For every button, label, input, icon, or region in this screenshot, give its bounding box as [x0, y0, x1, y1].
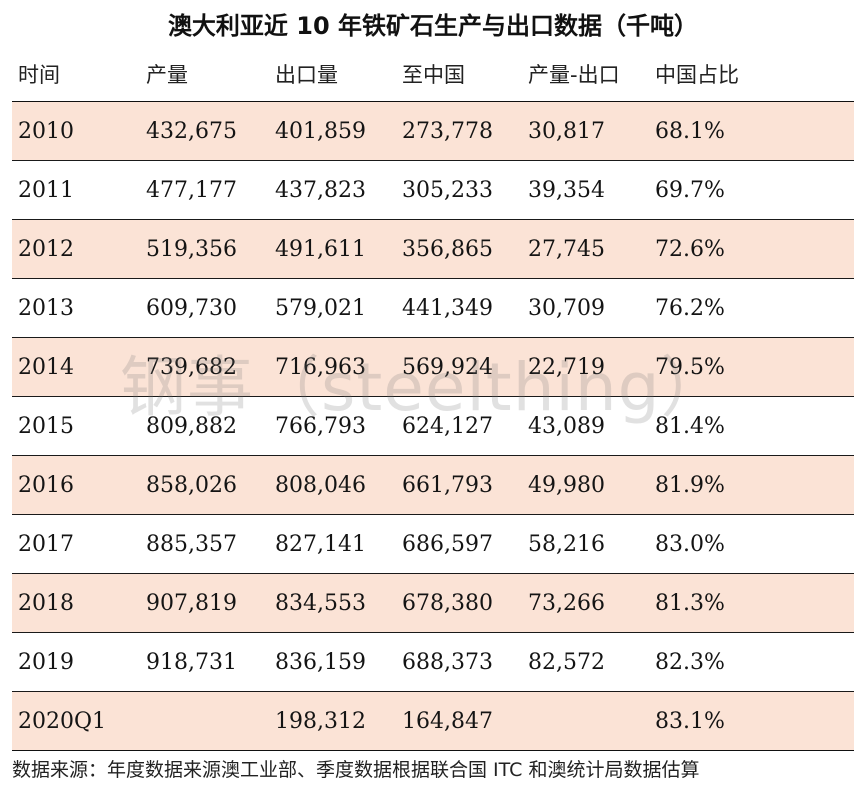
cell-export: 437,823 — [275, 177, 366, 203]
cell-production: 477,177 — [146, 177, 237, 203]
cell-production: 432,675 — [146, 118, 237, 144]
table-row: 2013 609,730 579,021 441,349 30,709 76.2% — [12, 279, 854, 338]
cell-time: 2019 — [18, 649, 74, 675]
header-export: 出口量 — [275, 63, 338, 87]
cell-production-minus-export: 27,745 — [528, 236, 605, 262]
cell-to-china: 305,233 — [402, 177, 493, 203]
cell-to-china: 678,380 — [402, 590, 493, 616]
cell-production-minus-export: 49,980 — [528, 472, 605, 498]
cell-time: 2020Q1 — [18, 708, 107, 734]
header-to-china: 至中国 — [402, 63, 465, 87]
table-row: 2015 809,882 766,793 624,127 43,089 81.4% — [12, 397, 854, 456]
cell-time: 2017 — [18, 531, 74, 557]
table-row: 2012 519,356 491,611 356,865 27,745 72.6% — [12, 220, 854, 279]
cell-export: 198,312 — [275, 708, 366, 734]
cell-production-minus-export: 30,817 — [528, 118, 605, 144]
cell-time: 2013 — [18, 295, 74, 321]
cell-production: 885,357 — [146, 531, 237, 557]
cell-to-china: 661,793 — [402, 472, 493, 498]
cell-to-china: 164,847 — [402, 708, 493, 734]
cell-export: 766,793 — [275, 413, 366, 439]
cell-production: 809,882 — [146, 413, 237, 439]
cell-export: 834,553 — [275, 590, 366, 616]
cell-to-china: 686,597 — [402, 531, 493, 557]
cell-to-china: 441,349 — [402, 295, 493, 321]
cell-china-share: 81.3% — [655, 590, 725, 616]
cell-time: 2015 — [18, 413, 74, 439]
header-china-share: 中国占比 — [655, 63, 739, 87]
cell-production-minus-export: 22,719 — [528, 354, 605, 380]
data-table: 时间 产量 出口量 至中国 产量-出口 中国占比 2010 432,675 401,… — [12, 47, 854, 751]
cell-china-share: 82.3% — [655, 649, 725, 675]
header-production: 产量 — [146, 63, 188, 87]
cell-to-china: 688,373 — [402, 649, 493, 675]
cell-china-share: 79.5% — [655, 354, 725, 380]
table-row: 2011 477,177 437,823 305,233 39,354 69.7% — [12, 161, 854, 220]
cell-china-share: 83.1% — [655, 708, 725, 734]
table-row: 2016 858,026 808,046 661,793 49,980 81.9% — [12, 456, 854, 515]
cell-production-minus-export: 73,266 — [528, 590, 605, 616]
cell-china-share: 81.4% — [655, 413, 725, 439]
cell-china-share: 69.7% — [655, 177, 725, 203]
cell-export: 491,611 — [275, 236, 366, 262]
cell-to-china: 569,924 — [402, 354, 493, 380]
cell-china-share: 81.9% — [655, 472, 725, 498]
cell-time: 2018 — [18, 590, 74, 616]
table-row: 2014 739,682 716,963 569,924 22,719 79.5% — [12, 338, 854, 397]
cell-production: 519,356 — [146, 236, 237, 262]
table-title: 澳大利亚近 10 年铁矿石生产与出口数据（千吨） — [167, 12, 699, 40]
cell-export: 836,159 — [275, 649, 366, 675]
cell-to-china: 356,865 — [402, 236, 493, 262]
table-row: 2019 918,731 836,159 688,373 82,572 82.3% — [12, 633, 854, 692]
header-production-minus-export: 产量-出口 — [528, 63, 620, 87]
cell-to-china: 273,778 — [402, 118, 493, 144]
cell-production-minus-export: 43,089 — [528, 413, 605, 439]
source-footnote: 数据来源：年度数据来源澳工业部、季度数据根据联合国 ITC 和澳统计局数据估算 — [12, 759, 700, 781]
cell-export: 716,963 — [275, 354, 366, 380]
cell-production-minus-export: 39,354 — [528, 177, 605, 203]
cell-to-china: 624,127 — [402, 413, 493, 439]
table-row: 2018 907,819 834,553 678,380 73,266 81.3% — [12, 574, 854, 633]
cell-export: 579,021 — [275, 295, 366, 321]
cell-export: 401,859 — [275, 118, 366, 144]
cell-production: 907,819 — [146, 590, 237, 616]
cell-production-minus-export: 82,572 — [528, 649, 605, 675]
cell-production: 858,026 — [146, 472, 237, 498]
table-body: 2010 432,675 401,859 273,778 30,817 68.1% 2011… — [12, 102, 854, 751]
cell-export: 808,046 — [275, 472, 366, 498]
cell-time: 2011 — [18, 177, 74, 203]
cell-china-share: 72.6% — [655, 236, 725, 262]
cell-time: 2012 — [18, 236, 74, 262]
cell-production: 609,730 — [146, 295, 237, 321]
cell-china-share: 83.0% — [655, 531, 725, 557]
cell-production: 918,731 — [146, 649, 237, 675]
cell-production-minus-export: 30,709 — [528, 295, 605, 321]
table-row: 2020Q1 198,312 164,847 83.1% — [12, 692, 854, 751]
cell-china-share: 68.1% — [655, 118, 725, 144]
table-row: 2010 432,675 401,859 273,778 30,817 68.1% — [12, 102, 854, 161]
cell-time: 2010 — [18, 118, 74, 144]
cell-export: 827,141 — [275, 531, 366, 557]
cell-time: 2014 — [18, 354, 74, 380]
cell-production-minus-export: 58,216 — [528, 531, 605, 557]
cell-time: 2016 — [18, 472, 74, 498]
header-time: 时间 — [18, 63, 60, 87]
cell-production: 739,682 — [146, 354, 237, 380]
table-row: 2017 885,357 827,141 686,597 58,216 83.0% — [12, 515, 854, 574]
cell-china-share: 76.2% — [655, 295, 725, 321]
table-header-row: 时间 产量 出口量 至中国 产量-出口 中国占比 — [12, 47, 854, 102]
